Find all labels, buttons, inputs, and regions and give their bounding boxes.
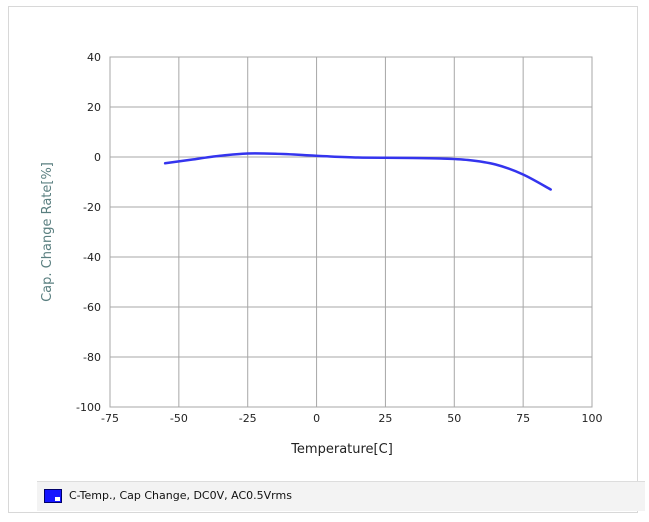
x-tick-label: 0	[313, 412, 320, 425]
y-tick-label: -100	[76, 401, 101, 414]
y-tick-label: -60	[83, 301, 101, 314]
x-axis-label: Temperature[C]	[290, 442, 393, 457]
x-tick-label: -25	[239, 412, 257, 425]
legend-entry-label: C-Temp., Cap Change, DC0V, AC0.5Vrms	[69, 489, 292, 502]
y-tick-label: -40	[83, 251, 101, 264]
y-tick-label: 20	[87, 101, 101, 114]
y-tick-label: 40	[87, 51, 101, 64]
grid-layer	[109, 56, 593, 408]
x-tick-label: 100	[582, 412, 603, 425]
y-axis-label: Cap. Change Rate[%]	[40, 162, 55, 302]
x-tick-label: -75	[101, 412, 119, 425]
x-tick-label: 50	[447, 412, 461, 425]
chart-panel: -75 -50 -25 0 25 50 75 100 -100 -80 -60 -40 -20 0 20 40…	[8, 6, 645, 513]
x-tick-label: 75	[516, 412, 530, 425]
axis-layer: -75 -50 -25 0 25 50 75 100 -100 -80 -60 -40 -20 0 20 40	[76, 51, 602, 425]
y-tick-label: -80	[83, 351, 101, 364]
series-color-swatch-icon	[44, 489, 62, 503]
x-tick-label: -50	[170, 412, 188, 425]
series-layer	[163, 152, 552, 191]
series-line	[163, 152, 552, 191]
y-tick-label: 0	[94, 151, 101, 164]
line-chart: -75 -50 -25 0 25 50 75 100 -100 -80 -60 -40 -20 0 20 40…	[40, 51, 603, 457]
chart-legend: C-Temp., Cap Change, DC0V, AC0.5Vrms	[37, 481, 645, 511]
x-tick-label: 25	[378, 412, 392, 425]
plot-border	[109, 56, 593, 408]
y-tick-label: -20	[83, 201, 101, 214]
